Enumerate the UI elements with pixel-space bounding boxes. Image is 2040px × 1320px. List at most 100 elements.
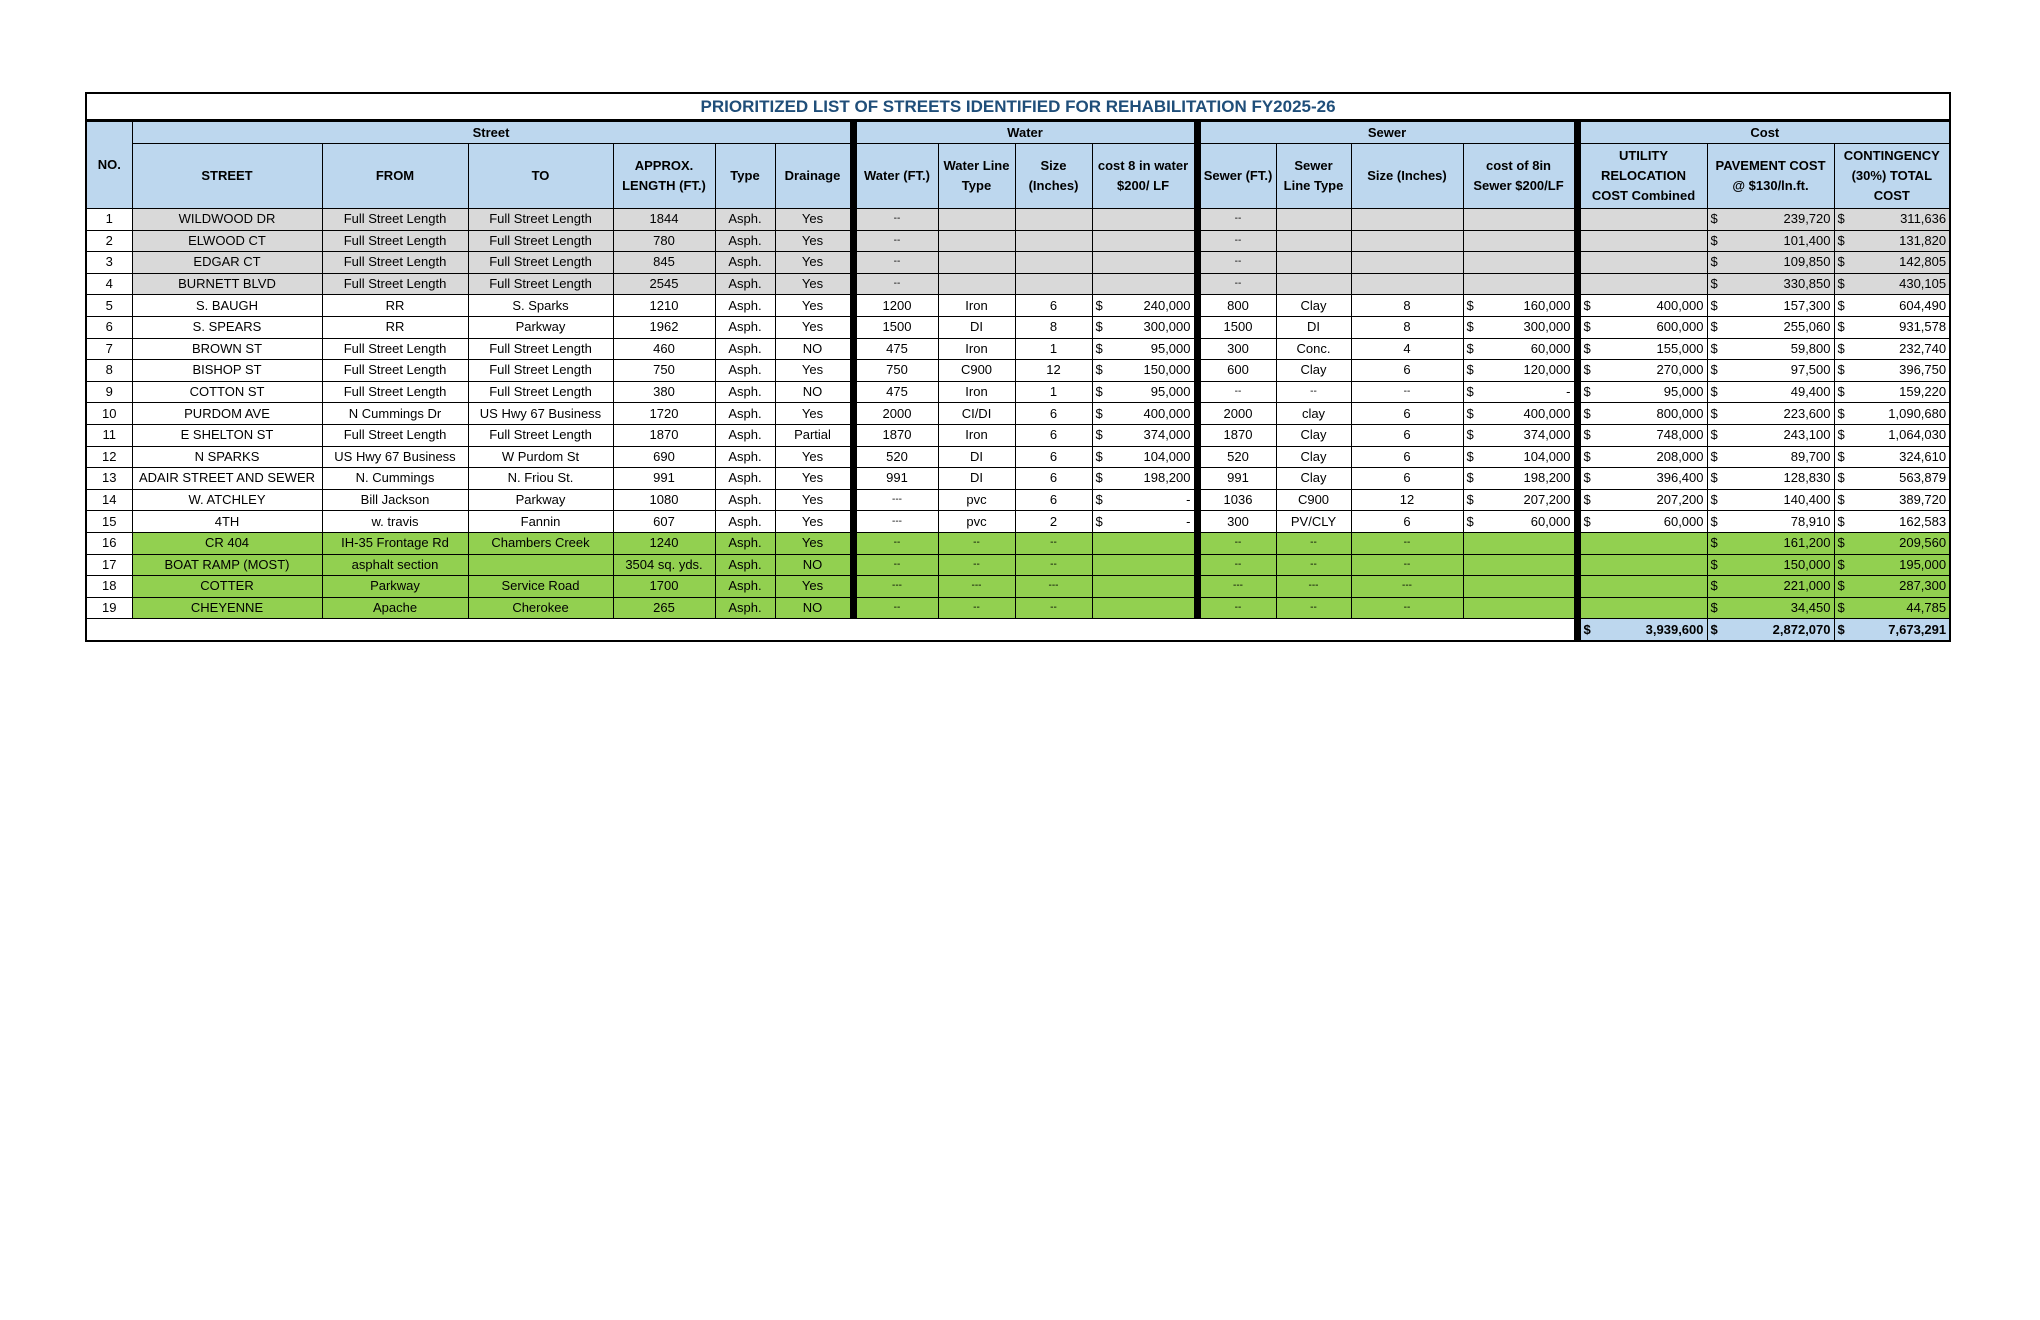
- cell-from: RR: [321, 294, 469, 317]
- cell-no: 12: [85, 445, 133, 469]
- amount: 239,720: [1783, 211, 1831, 227]
- cell-sewer-size: [1350, 229, 1464, 253]
- cell-water-type: --: [937, 596, 1016, 620]
- cell-no: 6: [85, 315, 133, 339]
- cell-sewer-type: C900: [1275, 488, 1352, 512]
- cell-to: Cherokee: [467, 596, 614, 620]
- cell-sewer-cost: $374,000: [1462, 423, 1578, 447]
- cell-water-type: CI/DI: [937, 402, 1016, 425]
- cell-sewer-type: Clay: [1275, 423, 1352, 447]
- cell-type: Asph.: [714, 488, 776, 512]
- amount: 161,200: [1783, 535, 1831, 551]
- cell-from: Apache: [321, 596, 469, 620]
- amount: 150,000: [1143, 362, 1191, 378]
- amount: 157,300: [1783, 297, 1831, 313]
- table-row: 11 E SHELTON ST Full Street Length Full Str…: [85, 423, 1951, 447]
- cell-street: WILDWOOD DR: [131, 208, 323, 231]
- cell-drainage: Yes: [774, 488, 854, 512]
- cell-water-ft: 991: [849, 467, 939, 490]
- cell-water-size: [1014, 272, 1093, 296]
- cell-to: N. Friou St.: [467, 467, 614, 490]
- amount: 311,636: [1900, 211, 1947, 227]
- currency-symbol: $: [1466, 470, 1474, 486]
- cell-total: $159,220: [1833, 380, 1951, 404]
- amount: 59,800: [1790, 340, 1831, 356]
- amount: 3,939,600: [1645, 621, 1704, 637]
- cell-water-size: --: [1014, 531, 1093, 555]
- cell-sewer-cost: $207,200: [1462, 488, 1578, 512]
- cell-type: Asph.: [714, 510, 776, 533]
- cell-sewer-size: [1350, 272, 1464, 296]
- cell-street: S. BAUGH: [131, 294, 323, 317]
- cell-water-ft: 1870: [849, 423, 939, 447]
- cell-sewer-ft: 991: [1193, 467, 1277, 490]
- cell-from: Full Street Length: [321, 423, 469, 447]
- cell-pavement: $161,200: [1706, 531, 1835, 555]
- cell-water-ft: --: [849, 229, 939, 253]
- cell-sewer-ft: 300: [1193, 510, 1277, 533]
- currency-symbol: $: [1583, 621, 1591, 637]
- cell-water-cost: $374,000: [1091, 423, 1198, 447]
- column-header: Sewer Line Type: [1275, 143, 1352, 209]
- cell-drainage: Yes: [774, 315, 854, 339]
- cell-water-size: [1014, 208, 1093, 231]
- cell-street: EDGAR CT: [131, 251, 323, 274]
- cell-water-ft: --: [849, 531, 939, 555]
- amount: 800,000: [1656, 405, 1704, 421]
- cell-sewer-size: --: [1350, 596, 1464, 620]
- cell-drainage: Partial: [774, 423, 854, 447]
- cell-sewer-type: --: [1275, 380, 1352, 404]
- cell-street: BOAT RAMP (MOST): [131, 553, 323, 577]
- currency-symbol: $: [1710, 513, 1718, 529]
- totals-spacer: [86, 618, 1577, 641]
- cell-from: Full Street Length: [321, 337, 469, 361]
- cell-street: W. ATCHLEY: [131, 488, 323, 512]
- currency-symbol: $: [1583, 448, 1591, 464]
- currency-symbol: $: [1837, 599, 1845, 615]
- cell-water-type: Iron: [937, 423, 1016, 447]
- cell-total: $396,750: [1833, 359, 1951, 382]
- cell-type: Asph.: [714, 208, 776, 231]
- currency-symbol: $: [1466, 448, 1474, 464]
- cell-pavement: $140,400: [1706, 488, 1835, 512]
- cell-sewer-cost: [1462, 596, 1578, 620]
- cell-water-size: --: [1014, 596, 1093, 620]
- column-header: Water (FT.): [849, 143, 939, 209]
- column-header: FROM: [321, 143, 469, 209]
- cell-water-type: pvc: [937, 488, 1016, 512]
- cell-sewer-ft: --: [1193, 272, 1277, 296]
- cell-from: N Cummings Dr: [321, 402, 469, 425]
- cell-street: ELWOOD CT: [131, 229, 323, 253]
- currency-symbol: $: [1466, 513, 1474, 529]
- cell-length: 1210: [612, 294, 716, 317]
- amount: 208,000: [1656, 448, 1704, 464]
- currency-symbol: $: [1466, 297, 1474, 313]
- cell-water-ft: 1500: [849, 315, 939, 339]
- amount: 1,064,030: [1888, 427, 1947, 443]
- cell-length: 607: [612, 510, 716, 533]
- amount: 255,060: [1783, 319, 1831, 335]
- cell-water-cost: [1091, 251, 1198, 274]
- currency-symbol: $: [1583, 384, 1591, 400]
- cell-pavement: $255,060: [1706, 315, 1835, 339]
- cell-no: 11: [85, 423, 133, 447]
- cell-sewer-size: 4: [1350, 337, 1464, 361]
- amount: 95,000: [1150, 384, 1191, 400]
- cell-total: $311,636: [1833, 208, 1951, 231]
- amount: 198,200: [1143, 470, 1191, 486]
- cell-water-cost: [1091, 272, 1198, 296]
- cell-sewer-cost: $104,000: [1462, 445, 1578, 469]
- cell-sewer-type: [1275, 229, 1352, 253]
- cell-total: $604,490: [1833, 294, 1951, 317]
- cell-total: $389,720: [1833, 488, 1951, 512]
- table-row: 7 BROWN ST Full Street Length Full Street L…: [85, 337, 1951, 361]
- cell-sewer-type: PV/CLY: [1275, 510, 1352, 533]
- currency-symbol: $: [1837, 621, 1845, 637]
- cell-street: ADAIR STREET AND SEWER: [131, 467, 323, 490]
- amount: 400,000: [1523, 405, 1571, 421]
- amount: 60,000: [1663, 513, 1704, 529]
- cell-sewer-type: Clay: [1275, 467, 1352, 490]
- cell-no: 5: [85, 294, 133, 317]
- cell-length: 380: [612, 380, 716, 404]
- cell-sewer-type: Clay: [1275, 294, 1352, 317]
